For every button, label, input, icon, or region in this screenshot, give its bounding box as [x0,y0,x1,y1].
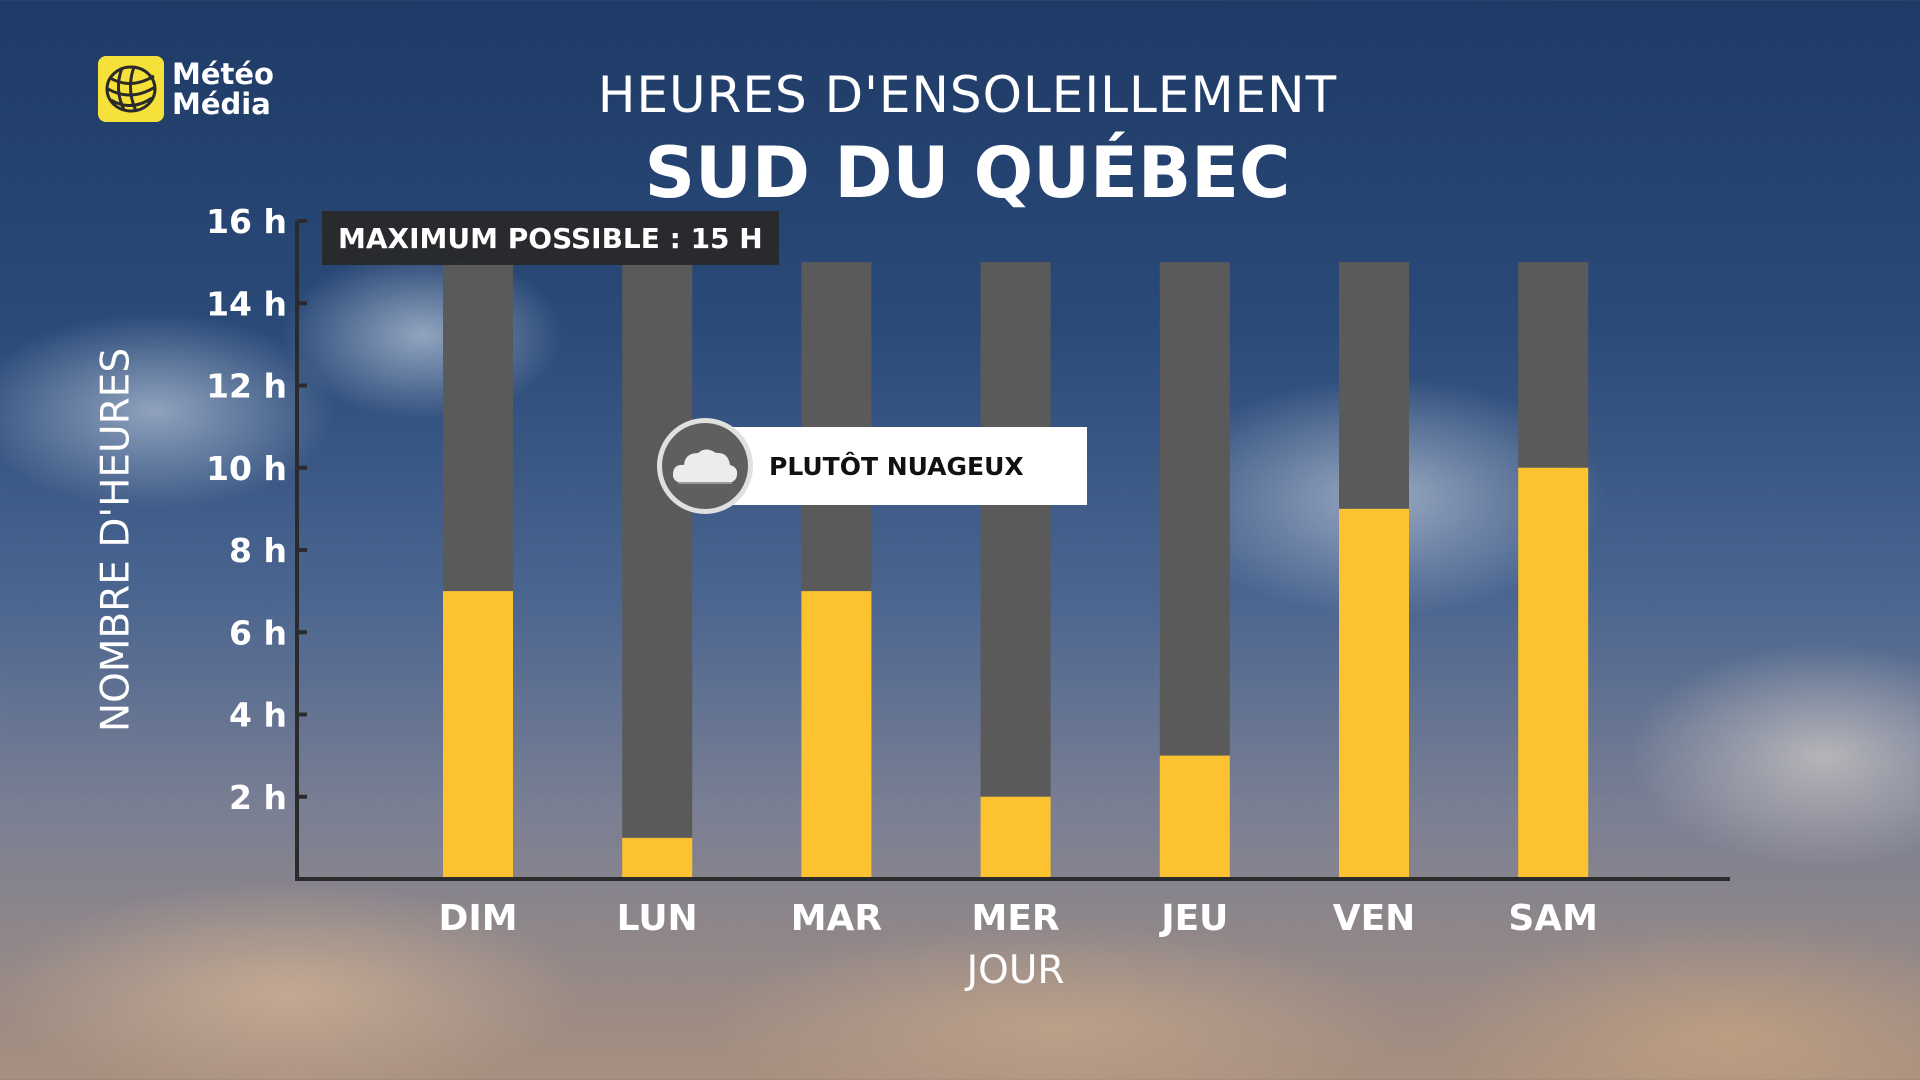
meteomedia-globe-icon [98,56,164,122]
x-tick-label: LUN [617,898,698,939]
bar-sunshine-ven [1339,508,1409,879]
y-tick-label: 2 h [229,778,287,817]
chart-title: HEURES D'ENSOLEILLEMENT [597,66,1338,124]
x-tick-label: MER [972,898,1060,939]
bar-remaining-dim [443,262,513,592]
x-axis-label: JOUR [964,948,1065,993]
x-tick-label: VEN [1333,898,1416,939]
chart-subtitle: SUD DU QUÉBEC [644,132,1291,214]
annotation-label: PLUTÔT NUAGEUX [705,427,1087,505]
bar-sunshine-mer [980,796,1051,879]
y-axis-label: NOMBRE D'HEURES [93,347,139,733]
y-tick-label: 12 h [206,367,287,406]
bar-sunshine-lun [622,837,693,879]
x-tick-label: MAR [791,898,882,939]
y-tick-label: 6 h [229,613,287,652]
meteomedia-logo: Météo Média [98,56,274,122]
x-tick-label: SAM [1508,898,1598,939]
weather-annotation: PLUTÔT NUAGEUX [657,418,1087,514]
bar-sunshine-mar [801,591,872,879]
bar-remaining-jeu [1159,262,1230,756]
cloud-icon [657,418,753,514]
x-tick-label: DIM [438,898,517,939]
bar-remaining-sam [1518,262,1589,468]
bar-sunshine-dim [443,591,513,879]
y-tick-label: 16 h [206,202,287,241]
bar-remaining-mer [980,262,1051,797]
max-possible-label: MAXIMUM POSSIBLE : 15 H [322,211,779,265]
x-tick-label: JEU [1158,898,1228,939]
y-tick-label: 8 h [229,531,287,570]
bar-sunshine-sam [1518,467,1589,879]
y-tick-label: 14 h [206,284,287,323]
logo-line1: Météo [172,57,274,91]
y-tick-label: 4 h [229,696,287,735]
bar-sunshine-jeu [1159,755,1230,879]
bar-remaining-ven [1339,262,1409,509]
logo-line2: Média [172,87,271,121]
bar-remaining-mar [801,262,872,592]
y-tick-label: 10 h [206,449,287,488]
bar-remaining-lun [622,262,693,838]
